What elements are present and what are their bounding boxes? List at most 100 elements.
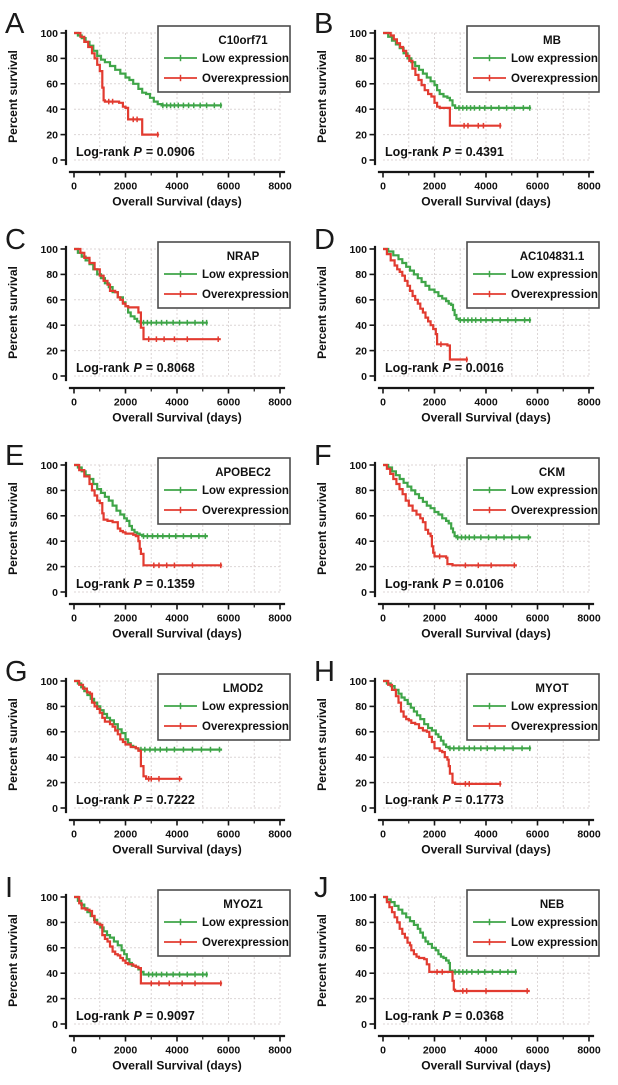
- x-axis-label: Overall Survival (days): [112, 843, 241, 857]
- km-curve-low-expression: [383, 895, 517, 973]
- panel-letter: A: [5, 8, 25, 40]
- x-tick-label: 0: [71, 1045, 77, 1057]
- x-tick-label: 0: [380, 181, 386, 193]
- y-tick-label: 0: [52, 587, 58, 599]
- y-tick-label: 0: [52, 371, 58, 383]
- x-tick-label: 4000: [165, 613, 189, 625]
- y-tick-label: 60: [355, 943, 367, 955]
- y-tick-label: 100: [40, 460, 58, 472]
- y-axis-label: Percent survival: [6, 50, 20, 143]
- legend-item-label: Low expression: [511, 485, 598, 497]
- legend-box: LMOD2 Low expression Overexpression: [157, 673, 291, 741]
- y-tick-label: 40: [46, 752, 58, 764]
- y-tick-label: 40: [46, 536, 58, 548]
- x-axis: 0 2000 4000 6000 8000: [377, 386, 601, 409]
- y-tick-label: 80: [46, 53, 58, 65]
- x-tick-label: 6000: [526, 181, 550, 193]
- x-tick-label: 6000: [526, 829, 550, 841]
- y-tick-label: 100: [40, 892, 58, 904]
- y-tick-label: 80: [355, 53, 367, 65]
- y-tick-label: 100: [349, 892, 367, 904]
- x-axis: 0 2000 4000 6000 8000: [68, 602, 292, 625]
- x-axis: 0 2000 4000 6000 8000: [377, 818, 601, 841]
- y-axis: 0 20 40 60 80 100: [349, 676, 377, 815]
- y-tick-label: 60: [46, 511, 58, 523]
- survival-plot: 0 20 40 60 80 100 0 2000 4000 6000 8000 Log-rank P = …: [314, 224, 601, 425]
- x-axis: 0 2000 4000 6000 8000: [68, 386, 292, 409]
- y-tick-label: 20: [355, 345, 367, 357]
- y-tick-label: 0: [361, 587, 367, 599]
- panel-letter: B: [314, 8, 333, 40]
- km-panel-C: 0 20 40 60 80 100 0 2000 4000 6000 8000 Log-rank P = …: [0, 216, 309, 432]
- legend-item-label: Overexpression: [202, 721, 289, 733]
- km-curve-low-expression-censor-ticks: [459, 317, 531, 323]
- y-tick-label: 20: [355, 129, 367, 141]
- y-axis-label: Percent survival: [6, 266, 20, 359]
- km-curve-overexpression: [383, 247, 468, 361]
- km-curve-overexpression: [74, 679, 183, 780]
- km-panel-A: 0 20 40 60 80 100 0 2000 4000 6000 8000 Log-rank P = …: [0, 0, 309, 216]
- y-axis-label: Percent survival: [315, 914, 329, 1007]
- x-tick-label: 4000: [474, 1045, 498, 1057]
- y-tick-label: 40: [355, 968, 367, 980]
- y-tick-label: 20: [46, 561, 58, 573]
- km-curve-overexpression: [74, 463, 223, 567]
- x-tick-label: 6000: [217, 829, 241, 841]
- km-panel-H: 0 20 40 60 80 100 0 2000 4000 6000 8000 Log-rank P = …: [309, 648, 618, 864]
- x-tick-label: 4000: [165, 397, 189, 409]
- legend-box: MYOZ1 Low expression Overexpression: [157, 889, 291, 957]
- x-tick-label: 2000: [114, 1045, 138, 1057]
- legend-item-label: Low expression: [511, 701, 598, 713]
- legend-item-label: Overexpression: [511, 721, 598, 733]
- x-axis-label: Overall Survival (days): [112, 195, 241, 209]
- legend-title-gene: LMOD2: [223, 683, 263, 695]
- km-panel-J: 0 20 40 60 80 100 0 2000 4000 6000 8000 Log-rank P = …: [309, 864, 618, 1080]
- survival-plot: 0 20 40 60 80 100 0 2000 4000 6000 8000 Log-rank P = …: [314, 656, 601, 857]
- p-value-text: Log-rank P = 0.7222: [76, 793, 195, 807]
- x-tick-label: 4000: [474, 829, 498, 841]
- legend-item-label: Overexpression: [202, 505, 289, 517]
- panel-letter: H: [314, 656, 335, 688]
- survival-plot: 0 20 40 60 80 100 0 2000 4000 6000 8000 Log-rank P = …: [5, 656, 292, 857]
- km-panel-B: 0 20 40 60 80 100 0 2000 4000 6000 8000 Log-rank P = …: [309, 0, 618, 216]
- x-tick-label: 6000: [217, 1045, 241, 1057]
- x-axis-label: Overall Survival (days): [421, 411, 550, 425]
- y-axis: 0 20 40 60 80 100: [349, 28, 377, 167]
- legend-title-gene: CKM: [539, 467, 565, 479]
- x-axis: 0 2000 4000 6000 8000: [68, 1034, 292, 1057]
- legend-title-gene: C10orf71: [218, 35, 268, 47]
- survival-plot: 0 20 40 60 80 100 0 2000 4000 6000 8000 Log-rank P = …: [314, 440, 601, 641]
- legend-item-label: Low expression: [511, 269, 598, 281]
- km-curve-overexpression: [74, 247, 221, 341]
- x-axis-label: Overall Survival (days): [421, 195, 550, 209]
- x-axis-label: Overall Survival (days): [112, 1059, 241, 1073]
- y-axis-label: Percent survival: [315, 50, 329, 143]
- legend-item-label: Low expression: [511, 937, 598, 949]
- y-axis: 0 20 40 60 80 100: [40, 28, 68, 167]
- x-axis: 0 2000 4000 6000 8000: [377, 1034, 601, 1057]
- x-tick-label: 6000: [526, 1045, 550, 1057]
- km-curve-overexpression: [383, 31, 502, 127]
- x-tick-label: 8000: [268, 613, 292, 625]
- legend-item-label: Low expression: [202, 917, 289, 929]
- y-tick-label: 40: [355, 752, 367, 764]
- legend-title-gene: APOBEC2: [215, 467, 271, 479]
- x-tick-label: 6000: [217, 613, 241, 625]
- y-tick-label: 100: [40, 676, 58, 688]
- km-curve-overexpression: [74, 31, 159, 136]
- km-curve-overexpression-censor-ticks: [440, 341, 468, 363]
- y-tick-label: 100: [349, 28, 367, 40]
- y-tick-label: 20: [46, 777, 58, 789]
- legend-title-gene: MYOZ1: [223, 899, 263, 911]
- panel-letter: C: [5, 224, 26, 256]
- km-curve-low-expression-censor-ticks: [140, 746, 221, 753]
- legend-item-label: Overexpression: [511, 73, 598, 85]
- km-curve-overexpression-censor-ticks: [147, 775, 181, 782]
- km-curve-low-expression: [383, 247, 532, 322]
- p-value-text: Log-rank P = 0.1359: [76, 577, 195, 591]
- x-tick-label: 8000: [268, 829, 292, 841]
- x-axis-label: Overall Survival (days): [112, 627, 241, 641]
- x-tick-label: 4000: [474, 613, 498, 625]
- km-curve-overexpression: [383, 895, 530, 993]
- x-tick-label: 2000: [423, 397, 447, 409]
